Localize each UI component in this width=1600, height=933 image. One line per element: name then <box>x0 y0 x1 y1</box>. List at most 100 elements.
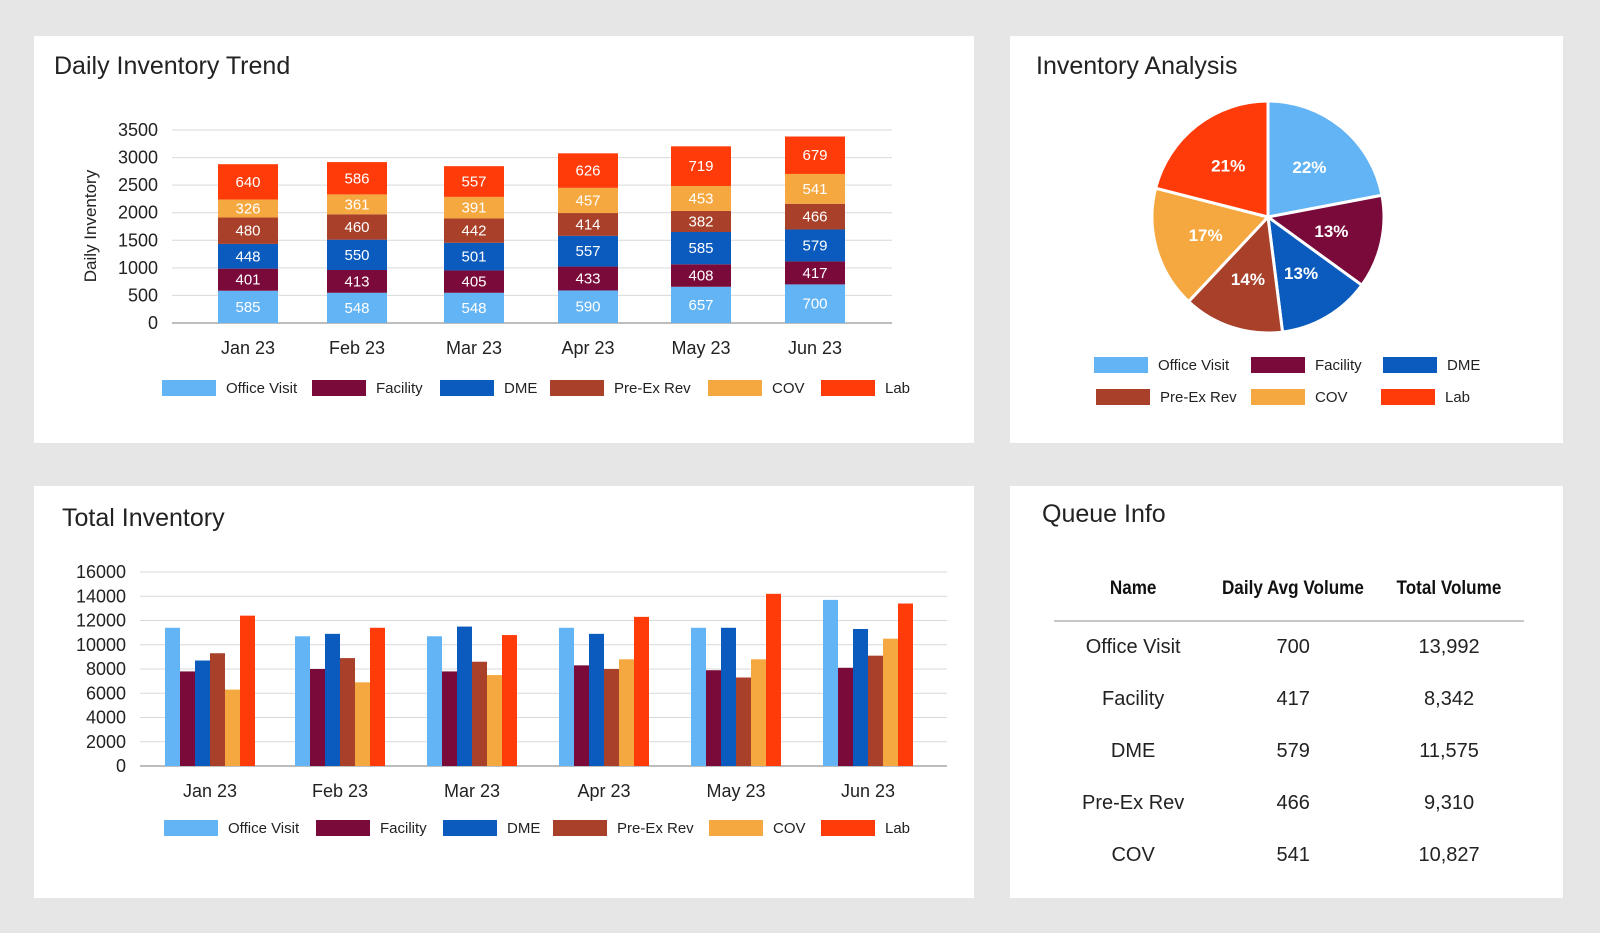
total-bar-pre-ex-rev-may-23 <box>736 677 751 766</box>
pie-legend-label-office-visit: Office Visit <box>1158 357 1230 374</box>
total-y-tick-label: 2000 <box>86 732 126 752</box>
pie-legend-swatch-office-visit <box>1094 357 1148 373</box>
trend-bar-office-visit-feb-23 <box>327 292 387 323</box>
trend-data-label: 557 <box>575 243 600 260</box>
trend-legend-label-lab: Lab <box>885 380 910 397</box>
trend-bar-facility-feb-23 <box>327 270 387 293</box>
trend-x-tick-label: May 23 <box>671 338 730 358</box>
header-total-volume: Total Volume <box>1381 558 1517 622</box>
pie-legend-swatch-dme <box>1383 357 1437 373</box>
trend-legend-label-cov: COV <box>772 380 805 397</box>
queue-info-title: Queue Info <box>1042 500 1166 528</box>
trend-legend-label-pre-ex-rev: Pre-Ex Rev <box>614 380 691 397</box>
trend-data-label: 453 <box>688 190 713 207</box>
trend-data-label: 460 <box>344 219 369 236</box>
trend-bar-facility-jun-23 <box>785 261 845 285</box>
table-row: Office Visit 700 13,992 <box>1054 621 1524 673</box>
cell-name: Facility <box>1102 687 1165 710</box>
trend-data-label: 719 <box>688 158 713 175</box>
cell-name: COV <box>1111 843 1155 866</box>
pie-slice-cov <box>1150 186 1271 304</box>
trend-y-tick-label: 1000 <box>118 258 158 278</box>
trend-bar-lab-mar-23 <box>444 166 504 197</box>
total-bar-cov-apr-23 <box>619 659 634 766</box>
trend-legend-swatch-office-visit <box>162 380 216 396</box>
total-legend-label-dme: DME <box>507 820 540 837</box>
trend-x-tick-label: Jan 23 <box>221 338 275 358</box>
trend-x-tick-label: Apr 23 <box>561 338 614 358</box>
trend-x-tick-label: Jun 23 <box>788 338 842 358</box>
pie-slice-label: 21% <box>1211 157 1245 176</box>
trend-data-label: 548 <box>461 300 486 317</box>
trend-data-label: 550 <box>344 247 369 264</box>
trend-bar-cov-may-23 <box>671 185 731 211</box>
total-legend-swatch-facility <box>316 820 370 836</box>
trend-chart-title: Daily Inventory Trend <box>54 52 291 80</box>
total-inventory-chart: 0 2000 4000 6000 8000 10000 12000 14000 16000 Jan… <box>76 562 947 837</box>
total-bar-dme-mar-23 <box>457 626 472 766</box>
total-bar-facility-apr-23 <box>574 665 589 766</box>
queue-table: Name Daily Avg Volume Total Volume Offic… <box>1054 558 1524 881</box>
total-legend-label-pre-ex-rev: Pre-Ex Rev <box>617 820 694 837</box>
inventory-analysis-pie-chart: 22% 13% 13% 14% 17% 21% Office Visit Facility DM… <box>1094 99 1480 406</box>
pie-legend-label-dme: DME <box>1447 357 1480 374</box>
cell-total: 10,827 <box>1418 843 1480 866</box>
total-bar-office-visit-apr-23 <box>559 627 574 766</box>
pie-chart-title: Inventory Analysis <box>1036 52 1238 80</box>
trend-bar-lab-feb-23 <box>327 162 387 195</box>
total-bar-lab-apr-23 <box>634 616 649 766</box>
cell-daily-avg: 541 <box>1276 843 1310 866</box>
trend-data-label: 413 <box>344 273 369 290</box>
trend-bar-facility-apr-23 <box>558 266 618 291</box>
cell-daily-avg: 417 <box>1276 687 1310 710</box>
trend-data-label: 326 <box>235 200 260 217</box>
pie-slice-label: 22% <box>1292 158 1326 177</box>
trend-bar-dme-jan-23 <box>218 243 278 269</box>
trend-y-tick-label: 2500 <box>118 175 158 195</box>
total-bar-pre-ex-rev-feb-23 <box>340 658 355 766</box>
table-row: Facility 417 8,342 <box>1054 673 1524 725</box>
total-bar-pre-ex-rev-apr-23 <box>604 669 619 766</box>
cell-total: 8,342 <box>1424 687 1475 710</box>
trend-data-label: 466 <box>802 209 827 226</box>
total-bar-dme-may-23 <box>721 627 736 766</box>
total-chart-title: Total Inventory <box>62 504 225 532</box>
pie-legend-swatch-lab <box>1381 389 1435 405</box>
trend-bar-pre-ex-rev-may-23 <box>671 210 731 233</box>
cell-total: 11,575 <box>1419 739 1479 762</box>
queue-header-row: Name Daily Avg Volume Total Volume <box>1054 558 1524 622</box>
total-legend-label-facility: Facility <box>380 820 427 837</box>
total-legend-swatch-cov <box>709 820 763 836</box>
trend-data-label: 657 <box>688 297 713 314</box>
trend-bar-office-visit-may-23 <box>671 286 731 323</box>
trend-bar-facility-jan-23 <box>218 268 278 291</box>
trend-y-tick-label: 1500 <box>118 230 158 250</box>
total-y-tick-label: 16000 <box>76 562 126 582</box>
trend-bar-dme-may-23 <box>671 232 731 265</box>
pie-slice-pre-ex-rev <box>1186 213 1285 335</box>
pie-legend-label-cov: COV <box>1315 389 1348 406</box>
trend-legend-swatch-facility <box>312 380 366 396</box>
trend-data-label: 433 <box>575 271 600 288</box>
trend-x-tick-label: Feb 23 <box>329 338 385 358</box>
trend-bar-office-visit-jan-23 <box>218 290 278 323</box>
trend-x-tick-label: Mar 23 <box>446 338 502 358</box>
total-bar-dme-apr-23 <box>589 633 604 766</box>
cell-name: DME <box>1110 739 1156 762</box>
total-bar-lab-jun-23 <box>898 603 913 766</box>
pie-slice-label: 17% <box>1189 226 1223 245</box>
pie-legend-swatch-cov <box>1251 389 1305 405</box>
pie-legend-swatch-facility <box>1251 357 1305 373</box>
total-bar-lab-feb-23 <box>370 627 385 766</box>
trend-y-tick-label: 3500 <box>118 120 158 140</box>
trend-data-label: 557 <box>461 174 486 191</box>
total-x-tick-label: Apr 23 <box>577 781 630 801</box>
trend-bar-pre-ex-rev-apr-23 <box>558 213 618 236</box>
total-bar-pre-ex-rev-jun-23 <box>868 655 883 766</box>
trend-data-label: 590 <box>575 299 600 316</box>
trend-bar-lab-apr-23 <box>558 153 618 188</box>
trend-data-label: 626 <box>575 163 600 180</box>
pie-slice-office-visit <box>1266 99 1384 219</box>
trend-data-label: 401 <box>235 272 260 289</box>
total-bar-lab-jan-23 <box>240 615 255 766</box>
